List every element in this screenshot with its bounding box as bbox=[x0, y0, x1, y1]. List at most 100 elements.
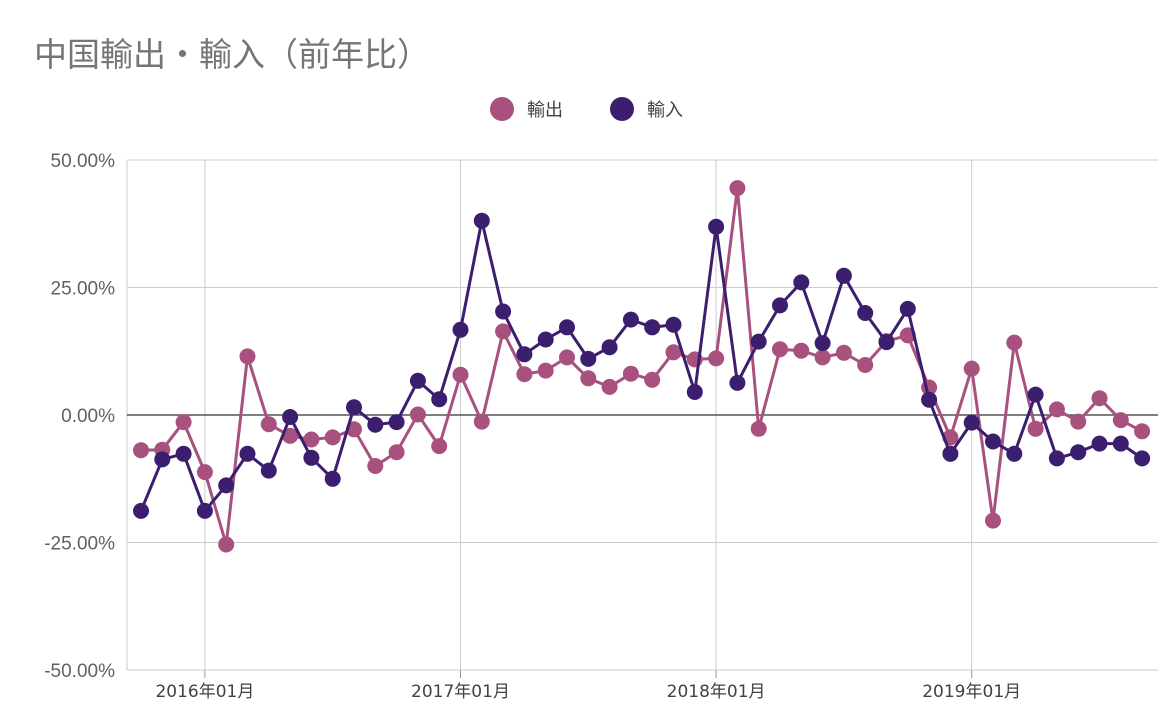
grid-lines bbox=[126, 159, 1158, 671]
data-point bbox=[1027, 420, 1044, 437]
data-point bbox=[388, 414, 405, 431]
data-point bbox=[473, 212, 490, 229]
data-point bbox=[559, 319, 575, 336]
data-point bbox=[750, 420, 767, 437]
data-point bbox=[729, 180, 746, 197]
data-point bbox=[1048, 450, 1065, 467]
data-point bbox=[835, 267, 852, 284]
data-point bbox=[409, 406, 426, 423]
data-point bbox=[835, 344, 852, 361]
data-point bbox=[1134, 423, 1151, 440]
data-point bbox=[559, 349, 575, 366]
data-point bbox=[793, 342, 810, 359]
data-point bbox=[495, 303, 512, 320]
data-point bbox=[196, 502, 213, 519]
data-point bbox=[324, 429, 341, 446]
data-point bbox=[1112, 435, 1129, 452]
data-point bbox=[516, 366, 533, 383]
data-point bbox=[1027, 386, 1044, 403]
data-point bbox=[154, 451, 171, 468]
data-point bbox=[622, 365, 639, 382]
data-point bbox=[580, 350, 597, 367]
data-point bbox=[495, 323, 512, 340]
data-point bbox=[963, 360, 980, 377]
data-point bbox=[708, 218, 725, 235]
data-point bbox=[708, 350, 725, 367]
data-point bbox=[409, 372, 426, 389]
data-point bbox=[665, 316, 682, 333]
data-point bbox=[282, 427, 299, 444]
data-point bbox=[772, 341, 788, 358]
data-point bbox=[1006, 445, 1023, 462]
data-point bbox=[196, 464, 213, 481]
data-point bbox=[772, 297, 788, 314]
data-point bbox=[473, 413, 490, 430]
y-tick-label: 0.00% bbox=[61, 406, 115, 427]
x-tick-label: 2016年01月 bbox=[155, 682, 254, 702]
series-imports bbox=[133, 212, 1151, 519]
data-point bbox=[537, 362, 554, 379]
data-point bbox=[239, 445, 256, 462]
data-point bbox=[1112, 412, 1129, 429]
data-point bbox=[239, 348, 256, 365]
data-point bbox=[985, 433, 1001, 450]
data-point bbox=[367, 416, 384, 433]
data-point bbox=[899, 300, 916, 317]
data-point bbox=[324, 470, 341, 487]
data-point bbox=[1048, 401, 1065, 418]
data-point bbox=[622, 311, 639, 328]
data-point bbox=[580, 370, 597, 387]
data-point bbox=[686, 384, 703, 400]
y-tick-label: -50.00% bbox=[44, 661, 115, 682]
data-point bbox=[665, 344, 682, 361]
data-point bbox=[729, 374, 746, 391]
data-point bbox=[644, 371, 661, 388]
y-tick-label: -25.00% bbox=[44, 534, 115, 555]
x-tick-label: 2019年01月 bbox=[922, 682, 1021, 702]
x-tick-label: 2018年01月 bbox=[667, 682, 766, 702]
data-point bbox=[1091, 435, 1108, 452]
data-point bbox=[218, 477, 235, 494]
series-line bbox=[139, 219, 1143, 513]
data-point bbox=[644, 319, 661, 336]
data-point bbox=[431, 391, 448, 408]
data-point bbox=[814, 335, 831, 352]
data-point bbox=[537, 331, 554, 348]
axes: 50.00% 25.00% 0.00% -25.00% -50.00% 2016年01月 2… bbox=[44, 151, 1158, 702]
data-point bbox=[878, 334, 895, 351]
data-point bbox=[388, 444, 405, 461]
data-point bbox=[367, 458, 384, 474]
data-point bbox=[260, 416, 277, 433]
data-point bbox=[452, 321, 469, 338]
data-point bbox=[303, 449, 320, 466]
data-point bbox=[260, 462, 277, 479]
series-group bbox=[133, 180, 1151, 553]
data-point bbox=[1006, 334, 1023, 351]
data-point bbox=[942, 445, 959, 462]
data-point bbox=[1070, 413, 1087, 430]
x-tick-label: 2017年01月 bbox=[411, 682, 510, 702]
data-point bbox=[516, 346, 533, 363]
data-point bbox=[175, 445, 192, 462]
series-line bbox=[140, 186, 1143, 546]
legend-marker bbox=[610, 97, 634, 121]
data-point bbox=[1070, 444, 1087, 461]
data-point bbox=[601, 378, 618, 395]
y-tick-label: 50.00% bbox=[51, 151, 116, 172]
data-point bbox=[431, 438, 448, 455]
data-point bbox=[921, 391, 938, 408]
data-point bbox=[857, 357, 874, 373]
data-point bbox=[857, 305, 874, 321]
y-tick-label: 25.00% bbox=[51, 279, 116, 300]
data-point bbox=[218, 536, 235, 553]
series-exports bbox=[133, 180, 1151, 553]
data-point bbox=[963, 414, 980, 431]
legend-label: 輸入 bbox=[647, 100, 683, 121]
data-point bbox=[750, 333, 767, 350]
data-point bbox=[133, 502, 149, 519]
data-point bbox=[346, 399, 362, 416]
data-point bbox=[814, 349, 831, 366]
data-point bbox=[452, 366, 469, 383]
data-point bbox=[1134, 450, 1151, 467]
